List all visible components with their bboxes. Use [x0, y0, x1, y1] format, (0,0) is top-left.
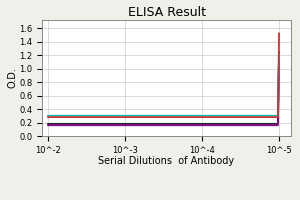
X-axis label: Serial Dilutions  of Antibody: Serial Dilutions of Antibody	[98, 156, 235, 166]
Title: ELISA Result: ELISA Result	[128, 6, 206, 19]
Y-axis label: O.D.: O.D.	[8, 68, 18, 88]
